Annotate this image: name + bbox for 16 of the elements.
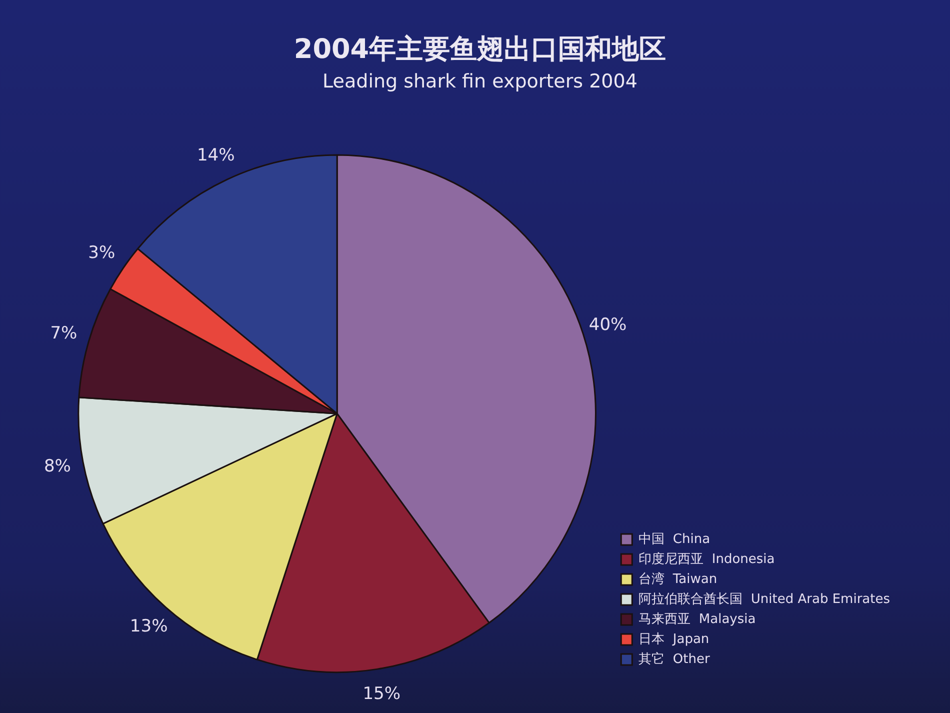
- chart-title: 2004年主要鱼翅出口国和地区: [294, 34, 666, 66]
- legend-label: 中国 China: [638, 532, 710, 547]
- legend-label: 马来西亚 Malaysia: [638, 612, 756, 627]
- legend-label: 印度尼西亚 Indonesia: [638, 550, 775, 567]
- data-label: 13%: [130, 616, 168, 637]
- data-label: 8%: [44, 456, 71, 476]
- legend-label: 其它 Other: [638, 650, 710, 667]
- data-label: 3%: [88, 243, 116, 264]
- legend-label: 台湾 Taiwan: [638, 570, 718, 587]
- data-label: 7%: [50, 324, 78, 344]
- legend-label: 日本 Japan: [638, 632, 710, 647]
- chart-subtitle: Leading shark fin exporters 2004: [322, 70, 638, 93]
- data-label: 40%: [588, 315, 627, 336]
- legend-label: 阿拉伯联合酋长国 United Arab Emirates: [638, 592, 890, 607]
- data-label: 14%: [196, 145, 235, 166]
- data-label: 15%: [362, 684, 400, 704]
